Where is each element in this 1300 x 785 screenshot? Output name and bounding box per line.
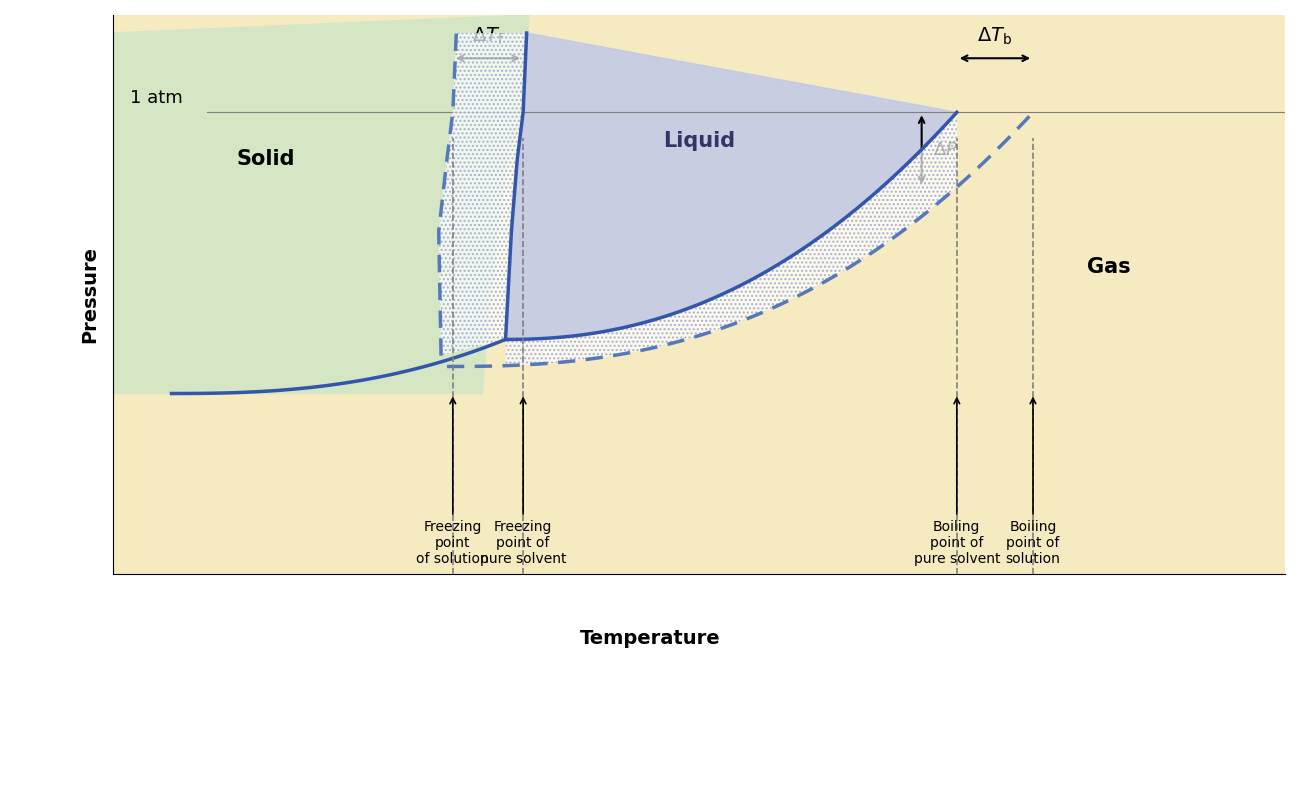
Text: Temperature: Temperature [580,629,720,648]
Text: 1 atm: 1 atm [130,89,183,107]
Polygon shape [506,33,957,339]
Polygon shape [113,15,529,393]
Text: Boiling
point of
solution: Boiling point of solution [1006,398,1061,566]
Text: Liquid: Liquid [663,131,734,152]
Text: Gas: Gas [1087,257,1131,277]
Text: $\Delta T_\mathrm{f}$: $\Delta T_\mathrm{f}$ [472,26,504,47]
Text: Freezing
point of
pure solvent: Freezing point of pure solvent [480,398,567,566]
Text: Boiling
point of
pure solvent: Boiling point of pure solvent [914,398,1000,566]
Y-axis label: Pressure: Pressure [81,246,99,343]
Text: $\Delta P$: $\Delta P$ [933,141,958,159]
Polygon shape [438,33,526,356]
Text: Solid: Solid [237,149,295,170]
Text: Freezing
point
of solution: Freezing point of solution [416,398,489,566]
Text: $\Delta T_\mathrm{b}$: $\Delta T_\mathrm{b}$ [978,26,1013,47]
